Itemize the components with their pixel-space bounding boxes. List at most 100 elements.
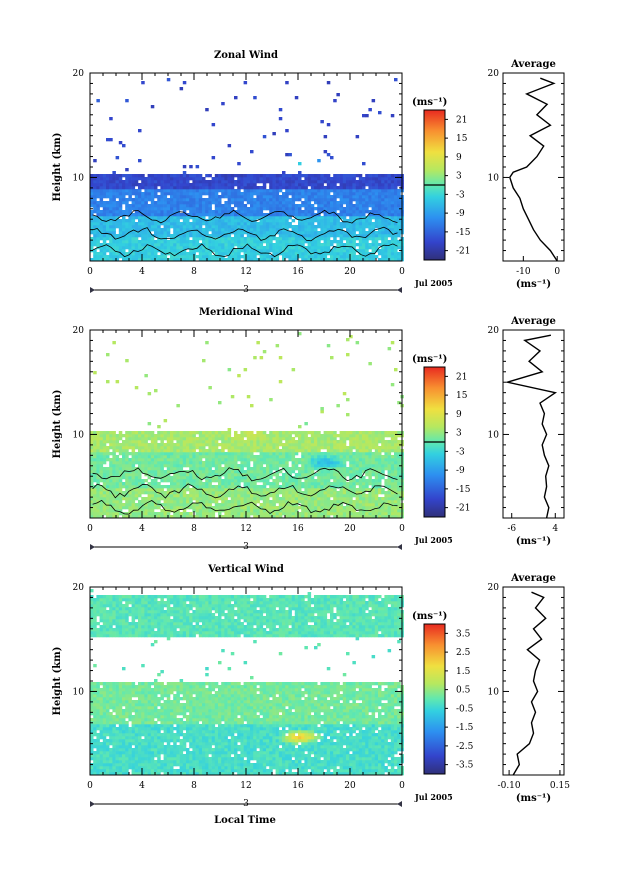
heatmap-cell: [294, 440, 299, 444]
heatmap-cell: [237, 482, 241, 486]
heatmap-cell: [378, 177, 382, 181]
heatmap-cell: [198, 234, 203, 238]
heatmap-cell: [138, 509, 142, 513]
heatmap-cell: [128, 437, 132, 441]
heatmap-cell: [96, 231, 100, 235]
heatmap-cell: [179, 195, 184, 199]
heatmap-cell: [349, 213, 353, 217]
heatmap-cell: [272, 455, 276, 459]
heatmap-cell: [157, 219, 161, 223]
heatmap-cell: [240, 216, 244, 220]
heatmap-cell: [355, 228, 360, 232]
heatmap-cell: [272, 216, 276, 220]
heatmap-cell: [326, 240, 331, 244]
heatmap-cell: [131, 431, 136, 435]
heatmap-cell: [163, 258, 168, 262]
heatmap-cell: [230, 213, 235, 217]
heatmap-cell: [390, 195, 395, 199]
heatmap-cell: [390, 222, 395, 226]
heatmap-cell: [381, 225, 385, 229]
heatmap-cell: [381, 237, 385, 241]
heatmap-cell: [269, 210, 273, 214]
heatmap-cell: [144, 440, 148, 444]
heatmap-cell: [163, 485, 168, 489]
heatmap-cell: [176, 228, 180, 232]
heatmap-cell: [358, 237, 363, 241]
heatmap-cell: [237, 207, 241, 211]
heatmap-cell: [163, 464, 168, 468]
heatmap-cell: [192, 249, 196, 253]
heatmap-cell: [317, 467, 321, 471]
heatmap-cell: [141, 467, 145, 471]
heatmap-cell: [314, 458, 318, 462]
heatmap-cell: [138, 458, 142, 462]
heatmap-cell: [106, 231, 110, 235]
heatmap-cell: [131, 443, 136, 447]
heatmap-cell: [243, 231, 248, 235]
heatmap-cell: [230, 437, 235, 441]
heatmap-cell: [381, 219, 385, 223]
heatmap-cell: [275, 515, 280, 519]
heatmap-cell: [96, 509, 100, 513]
heatmap-cell: [99, 494, 104, 498]
heatmap-cell: [397, 189, 401, 193]
heatmap-cell: [365, 246, 369, 250]
heatmap-cell: [307, 198, 312, 202]
heatmap-cell: [378, 111, 382, 115]
heatmap-cell: [285, 246, 289, 250]
heatmap-cell: [371, 237, 376, 241]
heatmap-cell: [99, 216, 104, 220]
heatmap-cell: [144, 443, 148, 447]
heatmap-cell: [352, 213, 356, 217]
heatmap-cell: [109, 228, 113, 232]
heatmap-cell: [256, 210, 260, 214]
heatmap-cell: [278, 234, 283, 238]
heatmap-cell: [112, 180, 116, 184]
heatmap-cell: [192, 452, 196, 456]
heatmap-cell: [288, 479, 292, 483]
heatmap-cell: [323, 503, 328, 507]
heatmap-cell: [397, 183, 401, 187]
heatmap-cell: [109, 219, 113, 223]
heatmap-cell: [128, 458, 132, 462]
heatmap-cell: [230, 228, 235, 232]
heatmap-cell: [154, 449, 158, 453]
heatmap-cell: [307, 497, 312, 501]
heatmap-cell: [304, 255, 308, 259]
heatmap-cell: [282, 500, 286, 504]
heatmap-cell: [208, 243, 212, 247]
heatmap-cell: [323, 491, 328, 495]
heatmap-cell: [205, 494, 209, 498]
heatmap-cell: [246, 180, 251, 184]
heatmap-cell: [147, 210, 152, 214]
heatmap-cell: [205, 183, 209, 187]
heatmap-cell: [310, 240, 315, 244]
heatmap-cell: [234, 437, 238, 441]
heatmap-cell: [160, 252, 164, 256]
heatmap-cell: [150, 105, 155, 109]
heatmap-cell: [90, 458, 94, 462]
heatmap-cell: [330, 177, 334, 181]
heatmap-cell: [387, 201, 392, 205]
heatmap-cell: [237, 252, 241, 256]
heatmap-cell: [323, 249, 328, 253]
heatmap-cell: [304, 449, 308, 453]
x-tick-label: 20: [344, 267, 356, 277]
heatmap-cell: [256, 246, 260, 250]
heatmap-cell: [115, 192, 120, 196]
heatmap-cell: [211, 488, 216, 492]
heatmap-cell: [323, 246, 328, 250]
heatmap-cell: [355, 186, 360, 190]
heatmap-cell: [112, 186, 116, 190]
heatmap-cell: [112, 455, 116, 459]
heatmap-cell: [246, 234, 251, 238]
heatmap-cell: [90, 497, 94, 501]
heatmap-cell: [326, 213, 331, 217]
heatmap-cell: [330, 252, 334, 256]
heatmap-cell: [285, 231, 289, 235]
heatmap-cell: [166, 213, 171, 217]
heatmap-field: [90, 332, 404, 519]
heatmap-cell: [93, 180, 97, 184]
heatmap-cell: [179, 458, 184, 462]
heatmap-cell: [138, 506, 142, 510]
